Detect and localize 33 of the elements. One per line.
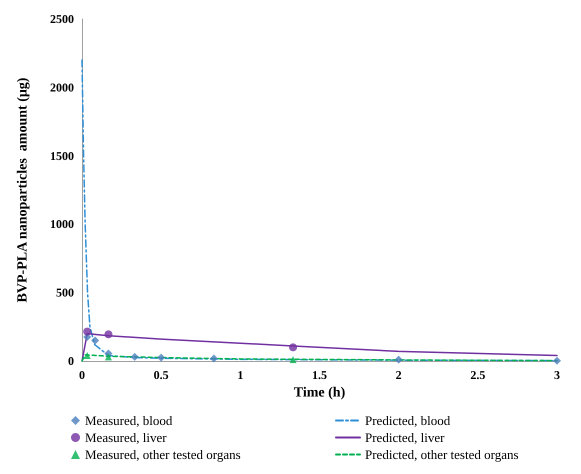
point	[289, 343, 298, 352]
y-axis-title: BVP-PLA nanoparticles amount (μg)	[16, 77, 30, 302]
x-tick-label: 2.5	[470, 368, 486, 382]
y-tick-label: 0	[68, 354, 74, 368]
x-tick-label: 3	[554, 368, 560, 382]
x-axis-title: Time (h)	[294, 385, 346, 400]
y-tick-label: 2000	[50, 80, 74, 94]
point	[394, 356, 403, 364]
point	[553, 356, 561, 365]
x-tick-label: 1.5	[312, 368, 327, 382]
x-tick-label: 0	[79, 368, 85, 382]
x-tick-label: 2	[396, 368, 402, 382]
legend-label: Predicted, other tested organs	[365, 447, 519, 462]
legend-label: Measured, liver	[85, 430, 168, 445]
point	[91, 336, 100, 344]
point	[83, 328, 92, 336]
point	[130, 352, 139, 361]
x-tick-label: 1	[237, 368, 244, 382]
point	[104, 353, 112, 360]
y-tick-label: 500	[56, 286, 74, 300]
point	[104, 330, 112, 338]
y-tick-label: 2500	[50, 12, 74, 26]
point	[157, 354, 166, 362]
x-tick-label: 0.5	[154, 368, 169, 382]
point	[210, 354, 218, 363]
legend-label: Measured, blood	[85, 413, 173, 428]
point	[84, 352, 91, 360]
legend-label: Measured, other tested organs	[85, 447, 241, 462]
point	[290, 356, 297, 364]
y-tick-label: 1000	[50, 217, 74, 232]
legend-label: Predicted, blood	[365, 413, 451, 428]
legend-label: Predicted, liver	[365, 430, 446, 445]
y-tick-label: 1500	[50, 148, 74, 163]
